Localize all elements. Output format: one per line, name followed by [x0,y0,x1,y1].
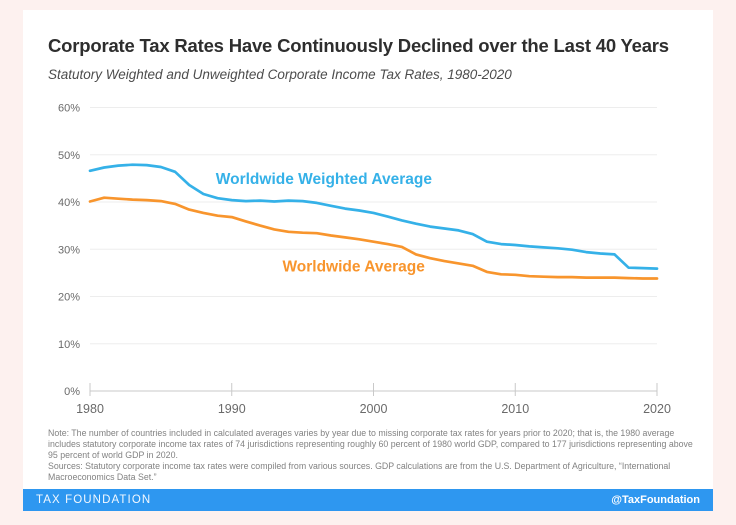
y-tick-label: 40% [58,197,80,209]
x-tick-label: 2010 [501,402,529,416]
twitter-handle: @TaxFoundation [611,494,700,506]
y-tick-label: 60% [58,103,80,115]
footnote-block: Note: The number of countries included i… [48,428,693,483]
brand-name: TAX FOUNDATION [36,494,152,506]
x-tick-label: 2020 [643,402,671,416]
x-tick-label: 1980 [76,402,104,416]
chart-title: Corporate Tax Rates Have Continuously De… [48,35,669,56]
y-tick-label: 50% [58,150,80,162]
line-chart: 0% 10% 20% 30% 40% 50% 60% 1980 1990 2000 2010 2020… [23,10,713,430]
y-tick-label: 20% [58,292,80,304]
series-label-weighted-average: Worldwide Weighted Average [216,171,433,188]
chart-subtitle: Statutory Weighted and Unweighted Corpor… [48,67,512,82]
y-tick-label: 0% [64,386,80,398]
sources-text: Sources: Statutory corporate income tax … [48,460,671,482]
series-label-worldwide-average: Worldwide Average [282,258,425,275]
footer-bar: TAX FOUNDATION @TaxFoundation [23,489,713,511]
chart-card: Corporate Tax Rates Have Continuously De… [23,10,713,511]
y-tick-label: 10% [58,339,80,351]
series-line-worldwide-average [88,196,659,280]
y-tick-label: 30% [58,244,80,256]
x-tick-label: 1990 [218,402,246,416]
note-text: Note: The number of countries included i… [48,428,693,460]
x-tick-label: 2000 [360,402,388,416]
series-line-weighted-average [88,163,659,270]
chart-canvas: 0% 10% 20% 30% 40% 50% 60% 1980 1990 2000 2010 2020… [58,103,671,417]
